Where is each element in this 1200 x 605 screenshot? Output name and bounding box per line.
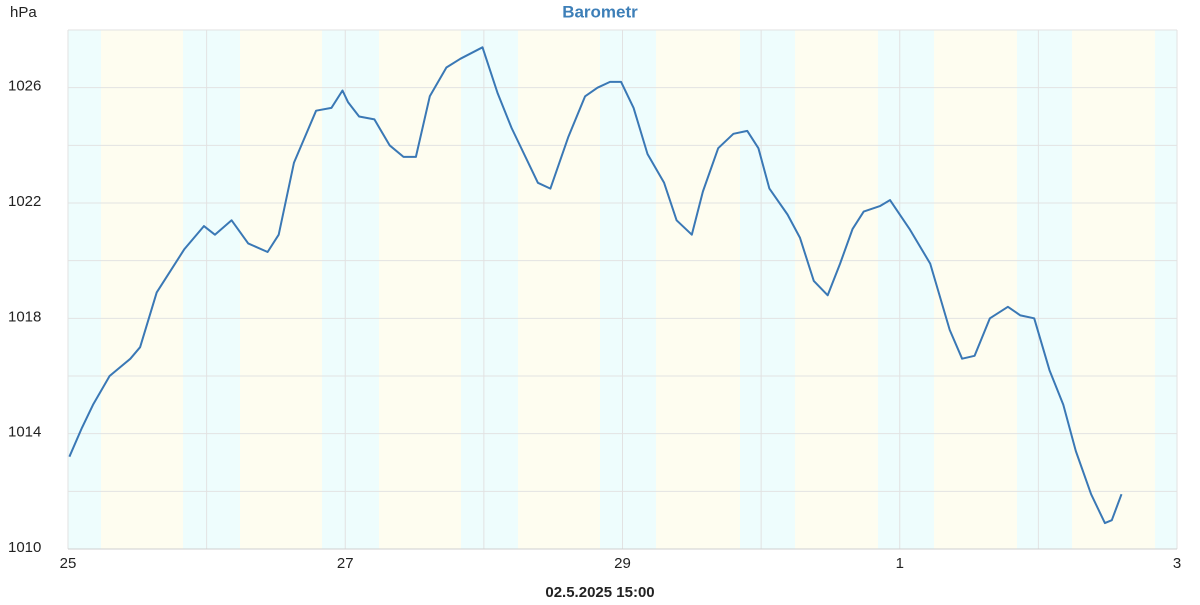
night-band	[461, 30, 518, 549]
x-tick-label: 29	[614, 555, 631, 572]
x-tick-label: 25	[60, 555, 77, 572]
night-band	[740, 30, 795, 549]
y-axis-label: hPa	[10, 4, 37, 21]
x-tick-label: 3	[1173, 555, 1181, 572]
night-band	[1017, 30, 1072, 549]
x-tick-label: 1	[896, 555, 904, 572]
night-band	[600, 30, 656, 549]
night-band	[1155, 30, 1177, 549]
y-tick-label: 1010	[8, 539, 41, 556]
night-band	[68, 30, 101, 549]
night-band	[878, 30, 934, 549]
night-band	[183, 30, 240, 549]
chart-title: Barometr	[562, 2, 638, 21]
line-series	[68, 46, 1123, 525]
x-tick-label: 27	[337, 555, 354, 572]
y-tick-label: 1018	[8, 308, 41, 325]
night-band	[322, 30, 379, 549]
x-axis-label: 02.5.2025 15:00	[545, 584, 654, 600]
y-tick-label: 1026	[8, 78, 41, 95]
y-tick-label: 1022	[8, 193, 41, 210]
y-tick-label: 1014	[8, 424, 41, 441]
